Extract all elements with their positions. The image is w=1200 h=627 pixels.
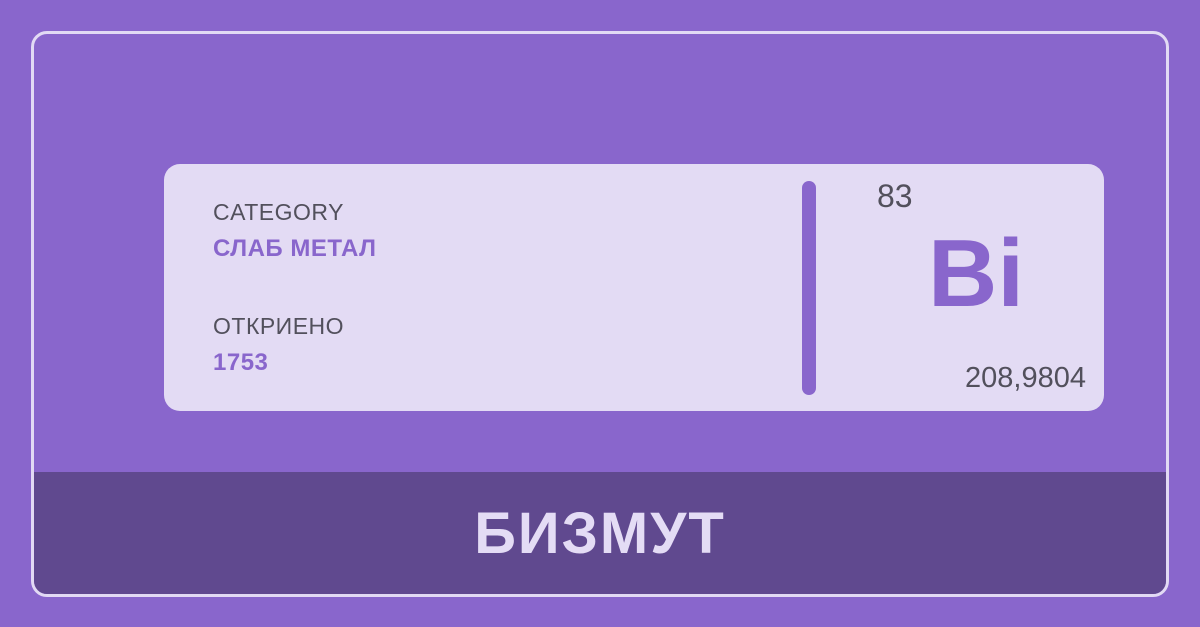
discovered-label: ОТКРИЕНО	[213, 313, 345, 339]
element-name: БИЗМУТ	[474, 501, 726, 566]
card-divider	[802, 181, 816, 395]
atomic-number: 83	[877, 178, 913, 214]
category-value: СЛАБ МЕТАЛ	[213, 235, 377, 262]
element-card: CATEGORY СЛАБ МЕТАЛ ОТКРИЕНО 1753 83 Bi …	[164, 164, 1104, 411]
atomic-mass: 208,9804	[965, 362, 1086, 394]
name-banner: БИЗМУТ	[34, 472, 1166, 594]
discovered-value: 1753	[213, 349, 269, 376]
element-symbol: Bi	[928, 220, 1024, 327]
category-label: CATEGORY	[213, 199, 344, 225]
element-frame: CATEGORY СЛАБ МЕТАЛ ОТКРИЕНО 1753 83 Bi …	[31, 31, 1169, 597]
